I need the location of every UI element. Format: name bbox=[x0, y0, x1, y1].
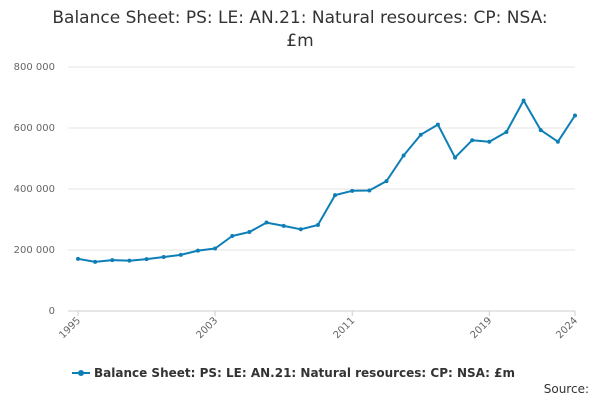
data-point[interactable] bbox=[453, 155, 458, 160]
series-line bbox=[77, 99, 576, 263]
source-label: Source: bbox=[543, 382, 589, 396]
data-point[interactable] bbox=[333, 193, 338, 198]
data-point[interactable] bbox=[315, 222, 320, 227]
data-point[interactable] bbox=[178, 252, 183, 257]
x-tick-label: 1995 bbox=[57, 315, 83, 341]
y-tick-label: 600 000 bbox=[14, 123, 55, 134]
y-tick-label: 200 000 bbox=[14, 245, 55, 256]
x-tick-label: 2019 bbox=[469, 315, 495, 341]
x-tick-label: 2024 bbox=[554, 315, 580, 341]
data-point[interactable] bbox=[76, 256, 80, 261]
data-point[interactable] bbox=[418, 132, 423, 137]
data-point[interactable] bbox=[435, 122, 440, 127]
data-point[interactable] bbox=[470, 138, 475, 143]
chart-title-line-2: £m bbox=[286, 31, 314, 51]
gridlines bbox=[68, 66, 575, 312]
data-point[interactable] bbox=[230, 233, 235, 238]
y-axis: 0 200 000 400 000 600 000 800 000 bbox=[14, 62, 55, 317]
data-point[interactable] bbox=[195, 248, 200, 253]
data-point[interactable] bbox=[401, 153, 406, 158]
data-point[interactable] bbox=[384, 179, 389, 184]
legend[interactable]: Balance Sheet: PS: LE: AN.21: Natural re… bbox=[72, 366, 515, 380]
data-point[interactable] bbox=[93, 259, 98, 264]
data-point[interactable] bbox=[504, 129, 509, 134]
data-point[interactable] bbox=[281, 223, 286, 228]
y-tick-label: 400 000 bbox=[14, 184, 55, 195]
x-tick-label: 2003 bbox=[194, 315, 220, 341]
x-tick-label: 2011 bbox=[332, 315, 358, 341]
legend-label: Balance Sheet: PS: LE: AN.21: Natural re… bbox=[94, 366, 516, 380]
data-point[interactable] bbox=[144, 257, 149, 262]
legend-swatch-icon bbox=[72, 368, 90, 378]
series bbox=[76, 98, 577, 264]
y-tick-label: 0 bbox=[49, 306, 55, 317]
data-point[interactable] bbox=[110, 258, 115, 263]
data-point[interactable] bbox=[487, 139, 492, 144]
chart-title: Balance Sheet: PS: LE: AN.21: Natural re… bbox=[0, 7, 600, 53]
data-point[interactable] bbox=[350, 188, 355, 193]
data-point[interactable] bbox=[247, 230, 252, 235]
data-point[interactable] bbox=[538, 128, 543, 133]
data-point[interactable] bbox=[161, 255, 166, 260]
data-point[interactable] bbox=[298, 227, 303, 232]
data-point[interactable] bbox=[367, 188, 372, 193]
data-point[interactable] bbox=[573, 113, 577, 118]
data-point[interactable] bbox=[264, 220, 269, 225]
data-point[interactable] bbox=[521, 98, 526, 103]
y-tick-label: 800 000 bbox=[14, 62, 55, 73]
x-axis: 1995 2003 2011 2019 2024 bbox=[57, 311, 580, 341]
data-point[interactable] bbox=[555, 139, 560, 144]
data-point[interactable] bbox=[127, 258, 132, 263]
data-point[interactable] bbox=[213, 246, 218, 251]
chart-title-line-1: Balance Sheet: PS: LE: AN.21: Natural re… bbox=[52, 8, 548, 28]
